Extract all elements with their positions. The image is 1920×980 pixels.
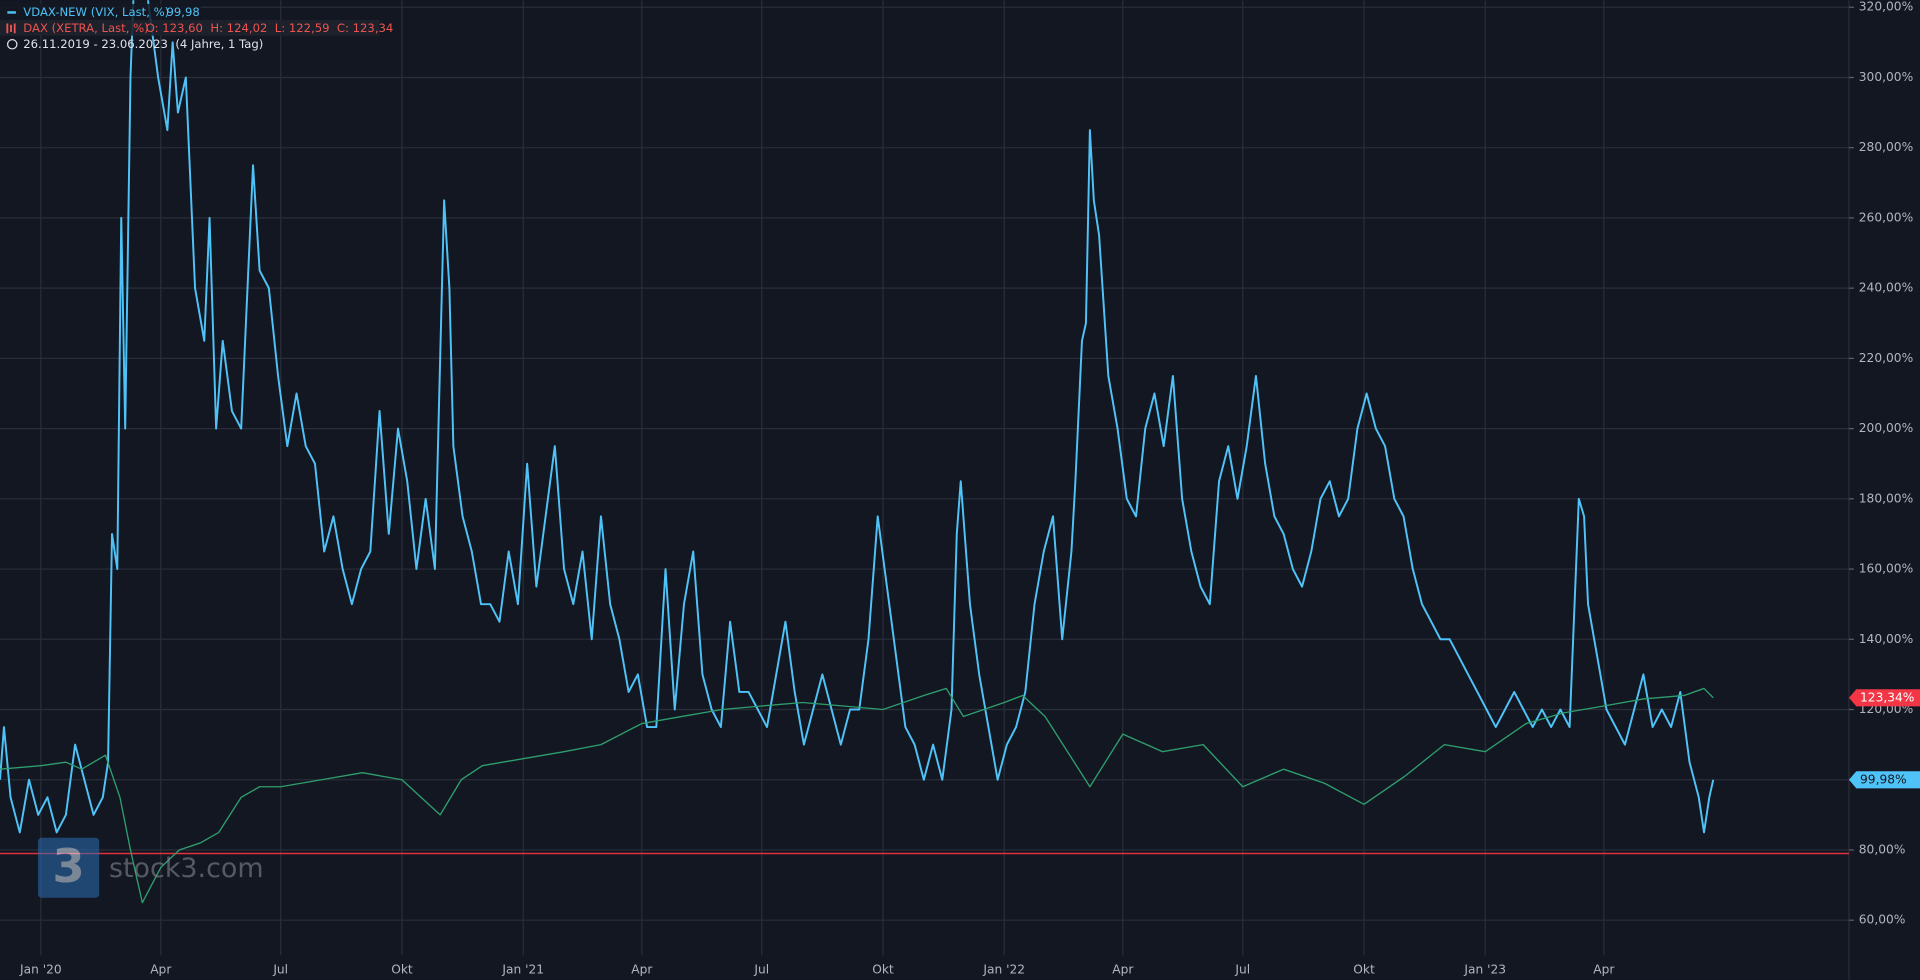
series-line — [0, 687, 1714, 904]
y-tick-label: 80,00% — [1859, 842, 1906, 856]
y-tick-label: 60,00% — [1859, 913, 1906, 927]
y-tick-label: 280,00% — [1859, 140, 1913, 154]
legend-label: DAX (XETRA, Last, %) — [23, 21, 148, 35]
x-tick-label: Jan '23 — [1463, 963, 1506, 977]
last-value-tag — [1848, 771, 1920, 789]
legend-value: 99,98 — [167, 5, 200, 19]
series-line — [0, 0, 1715, 834]
watermark: 3 stock3.com — [37, 837, 264, 898]
x-tick-label: Apr — [631, 963, 653, 977]
labels: 60,00%80,00%100,00%120,00%140,00%160,00%… — [19, 0, 1920, 977]
x-tick-label: Apr — [150, 963, 172, 977]
y-tick-label: 220,00% — [1859, 351, 1913, 365]
y-tick-label: 140,00% — [1859, 632, 1913, 646]
watermark-logo — [37, 837, 100, 898]
last-value-tag — [1848, 689, 1920, 707]
last-value-label: 99,98% — [1860, 772, 1907, 786]
watermark-text: stock3.com — [109, 853, 264, 884]
watermark-logo-glyph: 3 — [52, 839, 84, 893]
legend: VDAX-NEW (VIX, Last, %) 99,98 DAX (XETRA… — [0, 3, 394, 51]
legend-bg — [0, 19, 380, 36]
x-tick-label: Apr — [1593, 963, 1615, 977]
x-tick-label: Jan '22 — [982, 963, 1025, 977]
legend-swatch — [6, 23, 16, 34]
x-tick-label: Jul — [272, 963, 288, 977]
x-tick-label: Apr — [1112, 963, 1134, 977]
y-tick-label: 240,00% — [1859, 281, 1913, 295]
y-tick-label: 160,00% — [1859, 562, 1913, 576]
x-tick-label: Okt — [872, 963, 894, 977]
legend-bg — [0, 3, 201, 20]
y-tick-label: 320,00% — [1859, 0, 1913, 14]
y-tick-label: 200,00% — [1859, 421, 1913, 435]
y-tick-label: 260,00% — [1859, 210, 1913, 224]
x-tick-label: Okt — [1353, 963, 1375, 977]
x-tick-label: Okt — [391, 963, 413, 977]
clock-icon — [6, 39, 18, 50]
x-tick-label: Jul — [1234, 963, 1250, 977]
x-tick-label: Jan '20 — [19, 963, 62, 977]
y-tick-label: 300,00% — [1859, 70, 1913, 84]
last-value-label: 123,34% — [1860, 690, 1914, 704]
legend-label: VDAX-NEW (VIX, Last, %) — [23, 5, 169, 19]
grid — [0, 0, 1854, 956]
legend-value: O: 123,60 H: 124,02 L: 122,59 C: 123,34 — [146, 21, 394, 35]
x-tick-label: Jan '21 — [501, 963, 544, 977]
marks — [0, 0, 1849, 904]
y-tick-label: 180,00% — [1859, 491, 1913, 505]
range-label: 26.11.2019 - 23.06.2023 (4 Jahre, 1 Tag) — [23, 37, 263, 51]
x-tick-label: Jul — [753, 963, 769, 977]
